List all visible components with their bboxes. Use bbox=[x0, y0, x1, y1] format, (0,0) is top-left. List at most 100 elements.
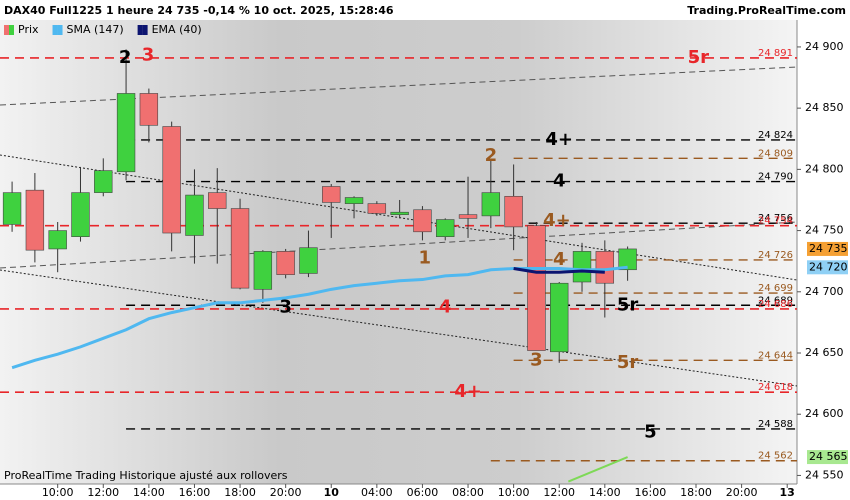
level-marker: 3 bbox=[279, 297, 292, 318]
price-label: 24 735 bbox=[809, 242, 848, 255]
candle-body bbox=[390, 211, 409, 215]
x-tick-label: 14:00 bbox=[589, 486, 621, 499]
candle-body bbox=[618, 248, 637, 271]
x-tick-label: 10 bbox=[324, 486, 340, 499]
header-source: Trading.ProRealTime.com bbox=[687, 4, 846, 17]
price-label: 24 565 bbox=[809, 450, 848, 463]
y-tick-label: 24 600 bbox=[805, 407, 844, 420]
candle-body bbox=[572, 251, 592, 283]
x-tick-label: 13 bbox=[780, 486, 795, 499]
level-label: 24 756 bbox=[758, 213, 793, 224]
level-marker: 4 bbox=[553, 249, 566, 270]
y-tick-label: 24 900 bbox=[805, 40, 844, 53]
price-box bbox=[807, 450, 848, 465]
candle-body bbox=[25, 189, 45, 251]
legend-label: Prix bbox=[18, 23, 39, 36]
candle-body bbox=[527, 225, 546, 351]
candle-body bbox=[550, 282, 569, 353]
level-marker: 4 bbox=[553, 171, 566, 192]
candle-body bbox=[208, 192, 227, 209]
level-label: 24 891 bbox=[758, 48, 793, 59]
level-marker: 1 bbox=[418, 248, 431, 269]
level-label: 24 754 bbox=[758, 216, 793, 227]
series-line bbox=[11, 265, 628, 370]
candle-body bbox=[71, 192, 90, 237]
x-tick-label: 08:00 bbox=[452, 486, 484, 499]
candle-body bbox=[367, 203, 387, 214]
candle-body bbox=[162, 126, 181, 234]
candle-body bbox=[322, 186, 341, 203]
candle-body bbox=[299, 247, 318, 274]
plot-area bbox=[0, 20, 797, 484]
level-label: 24 686 bbox=[758, 299, 793, 310]
candle-body bbox=[413, 209, 432, 233]
level-marker: 2 bbox=[119, 47, 132, 68]
x-tick-label: 18:00 bbox=[224, 486, 256, 499]
series-line bbox=[513, 267, 605, 274]
footer: ProRealTime Trading Historique ajusté au… bbox=[4, 469, 288, 482]
level-marker: 5r bbox=[617, 294, 639, 315]
price-box bbox=[807, 260, 848, 275]
x-tick-label: 04:00 bbox=[361, 486, 393, 499]
legend-label: EMA (40) bbox=[152, 23, 202, 36]
y-tick-label: 24 550 bbox=[805, 468, 844, 481]
y-tick-label: 24 650 bbox=[805, 346, 844, 359]
candle-body bbox=[2, 192, 22, 225]
level-marker: 4 bbox=[439, 297, 452, 318]
plot bbox=[0, 49, 797, 483]
legend-swatch bbox=[57, 25, 63, 35]
trendline bbox=[0, 154, 797, 281]
price-box bbox=[807, 241, 848, 256]
candle-body bbox=[253, 251, 273, 290]
level-label: 24 618 bbox=[758, 382, 793, 393]
level-label: 24 824 bbox=[758, 130, 793, 141]
level-marker: 5r bbox=[617, 352, 639, 373]
segment-line bbox=[567, 456, 628, 483]
level-label: 24 809 bbox=[758, 148, 793, 159]
x-tick-label: 10:00 bbox=[42, 486, 74, 499]
candle-body bbox=[458, 214, 478, 219]
y-tick-label: 24 800 bbox=[805, 162, 844, 175]
level-marker: 2 bbox=[485, 145, 498, 166]
candle-body bbox=[504, 195, 523, 228]
level-label: 24 562 bbox=[758, 451, 793, 462]
legend-swatch bbox=[142, 25, 148, 35]
level-marker: 5r bbox=[688, 47, 710, 68]
candle-body bbox=[116, 93, 136, 173]
x-tick-label: 16:00 bbox=[635, 486, 667, 499]
level-label: 24 699 bbox=[758, 283, 793, 294]
level-label: 24 644 bbox=[758, 350, 793, 361]
legend-swatch bbox=[52, 25, 58, 35]
trendline bbox=[0, 221, 797, 269]
y-tick-label: 24 850 bbox=[805, 101, 844, 114]
level-marker: 3 bbox=[530, 349, 543, 370]
level-label: 24 588 bbox=[758, 419, 793, 430]
x-tick-label: 18:00 bbox=[680, 486, 712, 499]
legend-swatch bbox=[137, 25, 143, 35]
candle-body bbox=[276, 251, 295, 275]
legend-swatch bbox=[9, 25, 14, 35]
candle-body bbox=[139, 93, 159, 126]
price-label: 24 720 bbox=[809, 260, 848, 273]
legend-swatch bbox=[4, 25, 9, 35]
candle-body bbox=[94, 170, 113, 193]
candle-body bbox=[436, 219, 455, 237]
level-marker: 5 bbox=[644, 422, 657, 443]
level-label: 24 790 bbox=[758, 172, 793, 183]
x-tick-label: 20:00 bbox=[270, 486, 302, 499]
x-tick-label: 16:00 bbox=[179, 486, 211, 499]
candle-body bbox=[185, 194, 204, 236]
candle-body bbox=[344, 197, 364, 204]
candle-body bbox=[595, 251, 615, 284]
level-marker: 4+ bbox=[543, 210, 571, 231]
level-label: 24 726 bbox=[758, 250, 793, 261]
legend-label: SMA (147) bbox=[67, 23, 124, 36]
level-label: 24 689 bbox=[758, 295, 793, 306]
level-marker: 3 bbox=[142, 45, 155, 66]
header-title: DAX40 Full1225 1 heure 24 735 -0,14 % 10… bbox=[4, 4, 394, 17]
x-tick-label: 12:00 bbox=[87, 486, 119, 499]
candle-body bbox=[230, 208, 250, 289]
y-tick-label: 24 700 bbox=[805, 285, 844, 298]
x-tick-label: 14:00 bbox=[133, 486, 165, 499]
